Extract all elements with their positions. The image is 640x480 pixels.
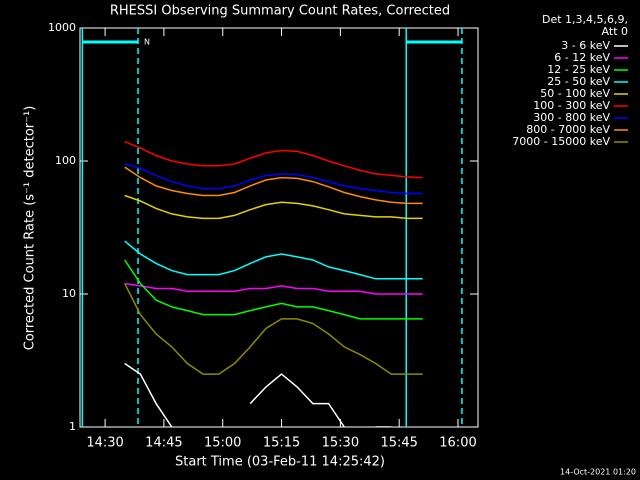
x-tick-label: 15:00 [204,436,241,451]
interval-label: N [144,38,150,47]
plot-frame [79,27,479,428]
series-line [124,282,423,295]
y-tick-label: 1 [69,420,76,433]
x-tick-label: 14:30 [86,436,123,451]
series-line [124,140,423,179]
series-line [124,362,392,427]
y-tick-label: 10 [62,287,76,300]
x-tick-label: 15:15 [263,436,300,451]
legend-label: 50 - 100 keV [540,87,610,100]
legend-header: Att 0 [602,25,628,38]
series-line [124,283,423,375]
legend-label: 100 - 300 keV [533,99,610,112]
chart-title: RHESSI Observing Summary Count Rates, Co… [110,4,450,19]
x-tick-label: 15:45 [380,436,417,451]
legend-label: 25 - 50 keV [547,75,610,88]
x-tick-label: 16:00 [439,436,476,451]
series-line [124,166,423,205]
series-line [124,194,423,220]
y-tick-label: 100 [55,154,76,167]
x-tick-label: 14:45 [145,436,182,451]
legend-label: 7000 - 15000 keV [512,135,610,148]
legend-label: 6 - 12 keV [554,51,610,64]
legend-label: 3 - 6 keV [561,39,610,52]
footer: 14-Oct-2021 01:20 [560,468,636,477]
legend-label: 800 - 7000 keV [526,123,610,136]
legend-header: Det 1,3,4,5,6,9, [542,13,628,26]
series-line [124,259,423,320]
x-axis-label: Start Time (03-Feb-11 14:25:42) [175,455,385,470]
legend-label: 12 - 25 keV [547,63,610,76]
y-axis-label: Corrected Count Rate (s⁻¹ detector⁻¹) [23,106,38,351]
x-tick-label: 15:30 [322,436,359,451]
y-tick-label: 1000 [48,21,76,34]
series-line [124,163,423,195]
plot-area [81,28,463,427]
series-line [124,240,423,280]
legend-label: 300 - 800 keV [533,111,610,124]
